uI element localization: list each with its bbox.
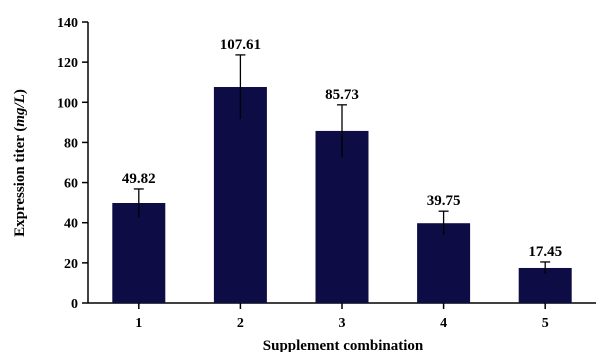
y-tick-label: 40 [64,217,78,232]
data-labels: 49.82 107.61 85.73 39.75 17.45 [122,37,562,260]
x-axis-title: Supplement combination [263,338,424,352]
y-tick-label: 120 [57,56,78,71]
x-tick-label: 5 [542,316,549,331]
data-label: 39.75 [427,193,461,209]
bars [112,87,572,304]
bar [315,130,369,303]
bar [417,223,471,303]
y-axis-title-unit: mg/L [12,94,28,127]
bar [112,203,166,303]
data-label: 107.61 [220,37,261,53]
y-axis: 0 20 40 60 80 100 120 140 [57,16,89,312]
data-label: 17.45 [528,244,562,260]
y-tick-label: 20 [64,257,78,272]
y-tick-label: 0 [71,297,78,312]
x-tick-label: 3 [339,316,346,331]
y-axis-title-suffix: ) [12,89,28,94]
y-tick-label: 140 [57,16,78,31]
x-tick-label: 1 [135,316,142,331]
x-axis: 1 2 3 4 5 [88,302,596,331]
y-tick-label: 100 [57,96,78,111]
y-tick-label: 60 [64,177,78,192]
y-axis-title: Expression titer (mg/L) [12,89,28,237]
y-axis-title-prefix: Expression titer ( [12,127,28,237]
data-label: 49.82 [122,171,156,187]
data-label: 85.73 [325,87,359,103]
x-tick-label: 2 [237,316,244,331]
x-tick-label: 4 [440,316,447,331]
y-tick-label: 80 [64,136,78,151]
bar [213,87,267,304]
error-bars [133,54,551,274]
